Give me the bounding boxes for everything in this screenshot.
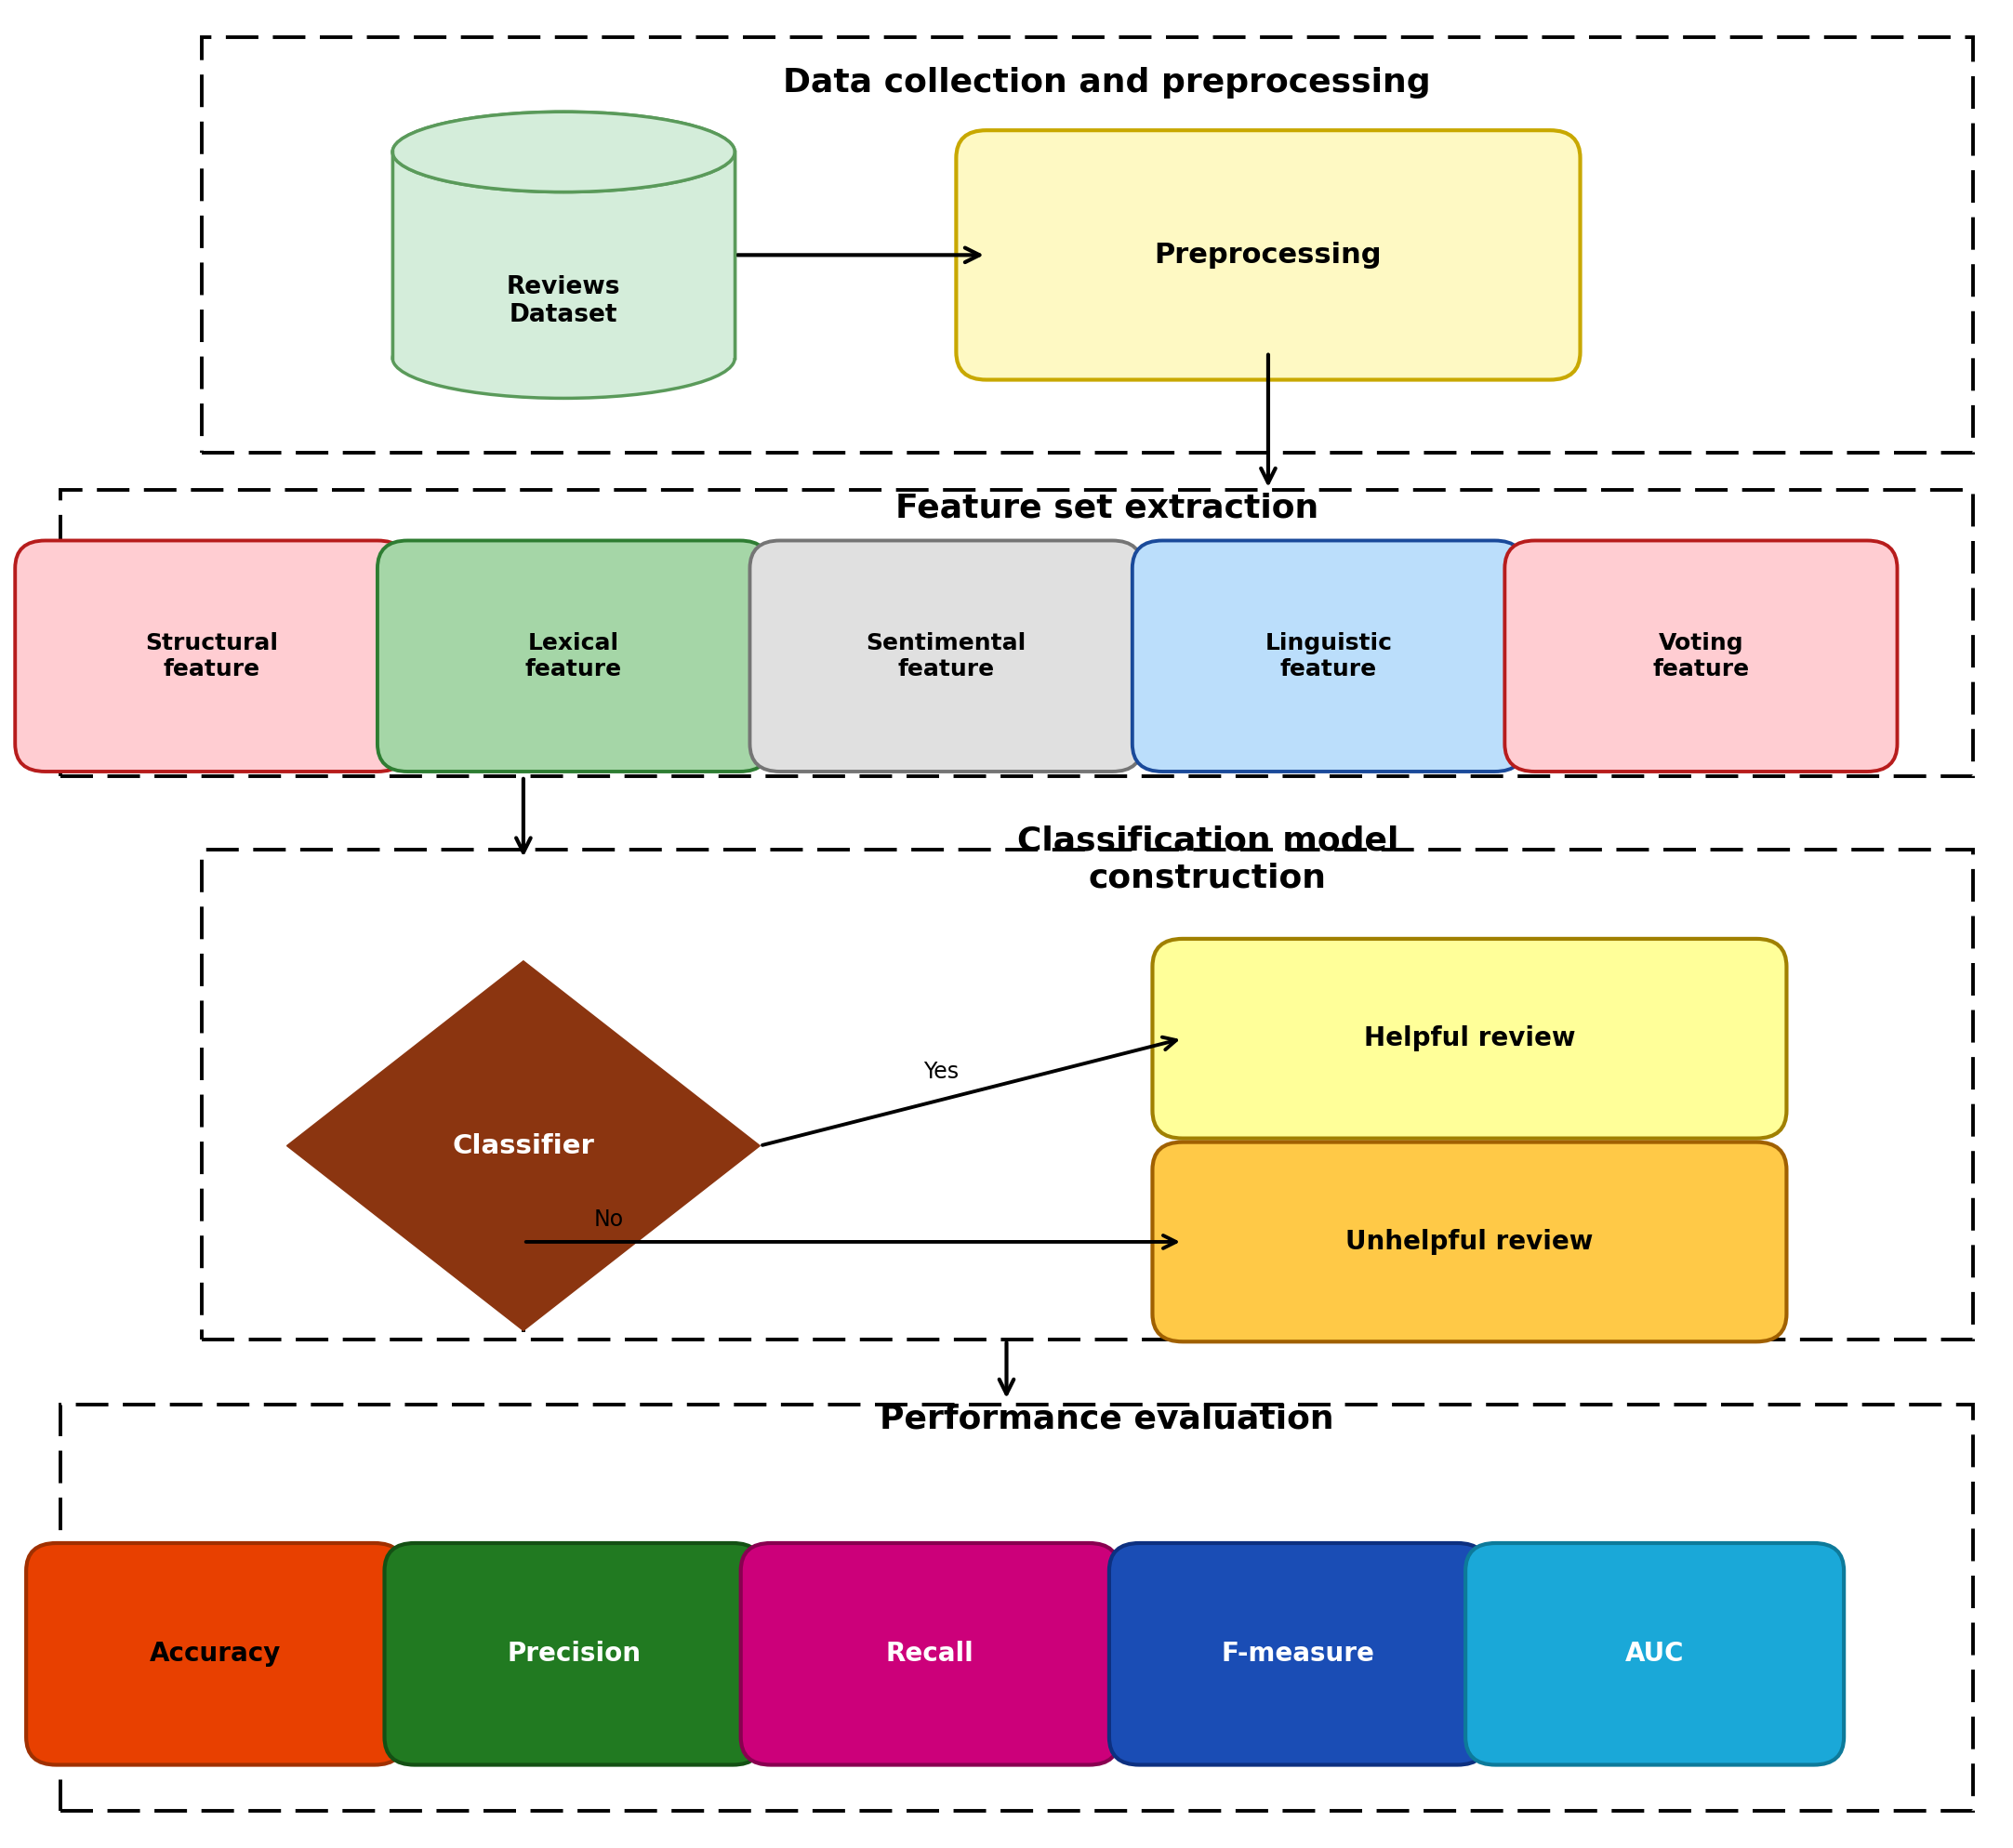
FancyBboxPatch shape	[26, 1543, 405, 1765]
Text: Precision: Precision	[507, 1641, 640, 1667]
Text: Data collection and preprocessing: Data collection and preprocessing	[783, 67, 1431, 100]
FancyBboxPatch shape	[1151, 1142, 1788, 1342]
Text: Classifier: Classifier	[453, 1133, 594, 1159]
Text: Lexical
feature: Lexical feature	[525, 632, 622, 680]
FancyBboxPatch shape	[14, 540, 407, 772]
FancyBboxPatch shape	[1131, 540, 1526, 772]
Bar	[60, 490, 1973, 776]
Text: Feature set extraction: Feature set extraction	[896, 492, 1319, 525]
FancyBboxPatch shape	[1151, 939, 1788, 1138]
FancyBboxPatch shape	[741, 1543, 1119, 1765]
Bar	[201, 37, 1973, 453]
FancyBboxPatch shape	[1109, 1543, 1488, 1765]
Text: F-measure: F-measure	[1222, 1641, 1375, 1667]
Text: Voting
feature: Voting feature	[1653, 632, 1749, 680]
FancyBboxPatch shape	[384, 1543, 763, 1765]
Ellipse shape	[393, 111, 735, 192]
Polygon shape	[288, 961, 761, 1331]
Text: Yes: Yes	[924, 1061, 958, 1083]
Text: Sentimental
feature: Sentimental feature	[866, 632, 1027, 680]
FancyBboxPatch shape	[376, 540, 769, 772]
Text: Classification model
construction: Classification model construction	[1017, 826, 1399, 893]
Ellipse shape	[393, 111, 735, 192]
Text: Helpful review: Helpful review	[1363, 1026, 1576, 1052]
Bar	[393, 152, 735, 359]
FancyBboxPatch shape	[1465, 1543, 1844, 1765]
Text: Linguistic
feature: Linguistic feature	[1264, 632, 1393, 680]
Text: Reviews
Dataset: Reviews Dataset	[507, 275, 620, 327]
Bar	[201, 850, 1973, 1340]
Text: Accuracy: Accuracy	[149, 1641, 282, 1667]
Ellipse shape	[393, 318, 735, 397]
Text: AUC: AUC	[1624, 1641, 1685, 1667]
FancyBboxPatch shape	[749, 540, 1141, 772]
Bar	[60, 1404, 1973, 1811]
Text: Structural
feature: Structural feature	[145, 632, 278, 680]
FancyBboxPatch shape	[956, 129, 1580, 381]
FancyBboxPatch shape	[1504, 540, 1896, 772]
Text: Unhelpful review: Unhelpful review	[1345, 1229, 1594, 1255]
Bar	[393, 152, 735, 359]
Text: Preprocessing: Preprocessing	[1155, 242, 1381, 268]
Text: Performance evaluation: Performance evaluation	[880, 1403, 1335, 1436]
Text: Recall: Recall	[886, 1641, 974, 1667]
Text: No: No	[594, 1209, 624, 1231]
